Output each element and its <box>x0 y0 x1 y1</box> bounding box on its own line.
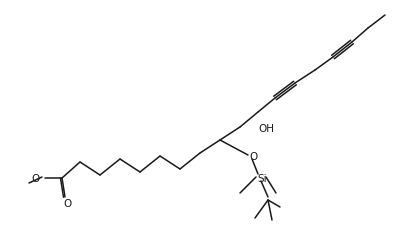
Text: OH: OH <box>258 124 274 134</box>
Text: O: O <box>32 174 40 184</box>
Text: Si: Si <box>257 174 267 184</box>
Text: O: O <box>63 199 71 209</box>
Text: O: O <box>250 152 258 162</box>
